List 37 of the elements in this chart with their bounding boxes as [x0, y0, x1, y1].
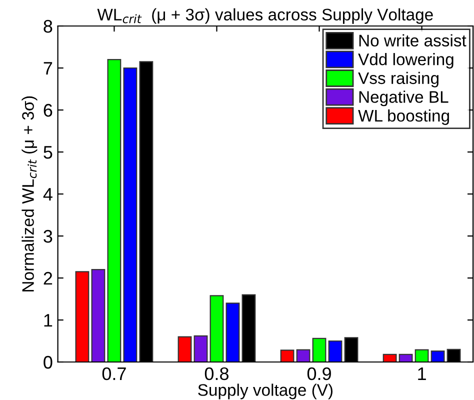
y-tick-label: 4 — [43, 188, 52, 201]
legend-label: No write assist — [359, 34, 466, 46]
legend-label: Vss raising — [358, 72, 438, 88]
bar — [296, 349, 310, 362]
y-tick-label: 2 — [44, 272, 52, 285]
y-tick-label: 5 — [44, 146, 52, 159]
bar — [123, 67, 138, 362]
y-tick-label: 7 — [44, 62, 52, 75]
y-axis-title: Normalized WL$_{crit}$ (μ + 3σ) — [22, 96, 38, 292]
x-axis-title: Supply voltage (V) — [198, 384, 332, 400]
bar — [280, 350, 294, 362]
bar — [91, 269, 106, 362]
x-tick-label: 0.8 — [204, 367, 229, 380]
y-tick-label: 0 — [44, 356, 52, 369]
chart-title: WL$_{crit}$ (μ + 3σ) values across Supply Voltage — [97, 8, 433, 24]
bar — [194, 335, 208, 362]
bar — [398, 354, 413, 362]
bar — [210, 295, 224, 362]
legend-label: Vdd lowering — [358, 53, 454, 69]
bar — [414, 349, 429, 362]
bar — [75, 271, 90, 362]
bar — [178, 336, 192, 362]
y-tick-label: 1 — [44, 314, 52, 327]
y-tick-label: 8 — [44, 20, 52, 33]
bar — [312, 338, 326, 362]
legend-label: WL boosting — [358, 109, 449, 125]
x-tick-label: 0.7 — [102, 367, 126, 380]
bar — [430, 350, 445, 362]
x-tick-label: 0.9 — [307, 367, 331, 380]
bar — [226, 302, 240, 362]
y-tick-label: 3 — [44, 230, 52, 243]
bar — [107, 59, 122, 362]
x-tick-label: 1 — [418, 368, 426, 380]
y-tick-label: 6 — [44, 104, 52, 117]
bar — [328, 340, 342, 362]
bar — [382, 354, 397, 362]
legend-label: Negative BL — [359, 90, 448, 106]
